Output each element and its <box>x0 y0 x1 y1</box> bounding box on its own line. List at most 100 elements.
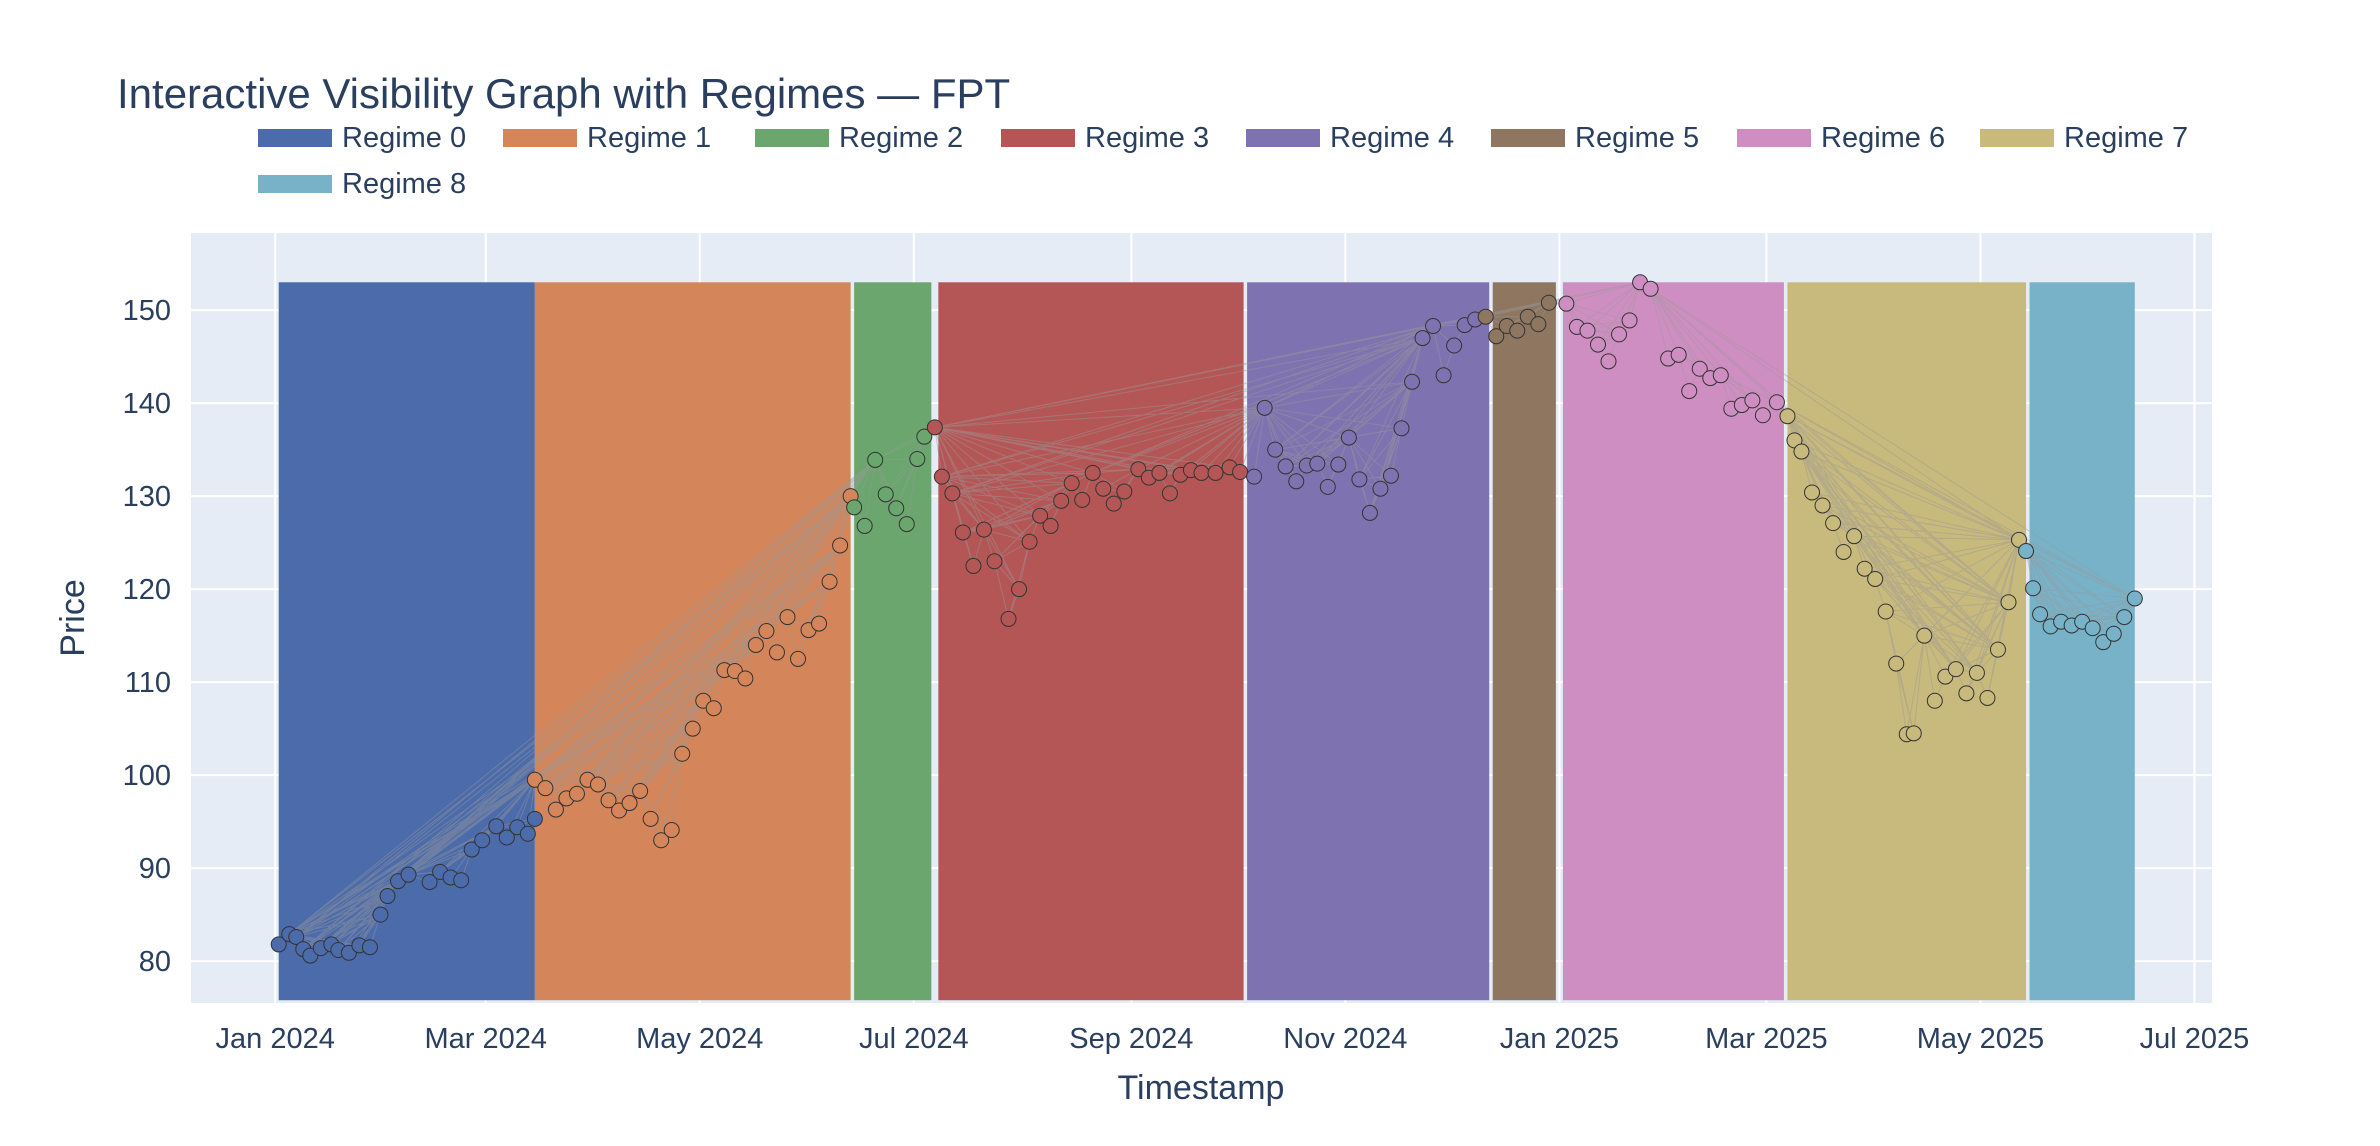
data-point-regime-3[interactable] <box>1151 464 1168 481</box>
data-point-regime-7[interactable] <box>1877 603 1894 620</box>
data-point-regime-7[interactable] <box>1804 484 1821 501</box>
data-point-regime-5[interactable] <box>1530 316 1547 333</box>
data-point-regime-3[interactable] <box>1074 491 1091 508</box>
data-point-regime-4[interactable] <box>1446 337 1463 354</box>
data-point-regime-0[interactable] <box>488 818 505 835</box>
data-point-regime-3[interactable] <box>1232 463 1249 480</box>
data-point-regime-8[interactable] <box>2018 543 2035 560</box>
data-point-regime-3[interactable] <box>1130 461 1147 478</box>
data-point-regime-4[interactable] <box>1393 420 1410 437</box>
data-point-regime-4[interactable] <box>1372 480 1389 497</box>
data-point-regime-6[interactable] <box>1681 383 1698 400</box>
data-point-regime-7[interactable] <box>1856 560 1873 577</box>
data-point-regime-6[interactable] <box>1768 394 1785 411</box>
data-point-regime-6[interactable] <box>1754 407 1771 424</box>
data-point-regime-3[interactable] <box>1105 495 1122 512</box>
data-point-regime-7[interactable] <box>1905 725 1922 742</box>
data-point-regime-5[interactable] <box>1488 328 1505 345</box>
data-point-regime-7[interactable] <box>1867 570 1884 587</box>
data-point-regime-8[interactable] <box>2025 580 2042 597</box>
data-point-regime-7[interactable] <box>1926 692 1943 709</box>
data-point-regime-3[interactable] <box>965 557 982 574</box>
data-point-regime-6[interactable] <box>1579 322 1596 339</box>
data-point-regime-1[interactable] <box>568 785 585 802</box>
data-point-regime-4[interactable] <box>1361 504 1378 521</box>
data-point-regime-8[interactable] <box>2084 620 2101 637</box>
data-point-regime-2[interactable] <box>856 517 873 534</box>
legend-item-regime-8[interactable]: Regime 8 <box>258 164 466 204</box>
data-point-regime-1[interactable] <box>790 650 807 667</box>
data-point-regime-3[interactable] <box>1116 483 1133 500</box>
data-point-regime-2[interactable] <box>916 428 933 445</box>
data-point-regime-2[interactable] <box>898 516 915 533</box>
data-point-regime-1[interactable] <box>537 780 554 797</box>
data-point-regime-1[interactable] <box>705 700 722 717</box>
data-point-regime-2[interactable] <box>909 450 926 467</box>
legend-item-regime-1[interactable]: Regime 1 <box>503 118 711 158</box>
data-point-regime-4[interactable] <box>1414 330 1431 347</box>
data-point-regime-7[interactable] <box>1888 655 1905 672</box>
data-point-regime-1[interactable] <box>547 801 564 818</box>
data-point-regime-3[interactable] <box>986 553 1003 570</box>
data-point-regime-7[interactable] <box>1835 543 1852 560</box>
legend-item-regime-0[interactable]: Regime 0 <box>258 118 466 158</box>
data-point-regime-7[interactable] <box>1989 641 2006 658</box>
data-point-regime-8[interactable] <box>2095 634 2112 651</box>
data-point-regime-3[interactable] <box>1000 610 1017 627</box>
data-point-regime-0[interactable] <box>379 888 396 905</box>
data-point-regime-1[interactable] <box>811 615 828 632</box>
data-point-regime-3[interactable] <box>1063 475 1080 492</box>
data-point-regime-3[interactable] <box>1193 464 1210 481</box>
data-point-regime-7[interactable] <box>1947 661 1964 678</box>
legend-item-regime-3[interactable]: Regime 3 <box>1001 118 1209 158</box>
legend-item-regime-7[interactable]: Regime 7 <box>1980 118 2188 158</box>
data-point-regime-1[interactable] <box>768 644 785 661</box>
data-point-regime-2[interactable] <box>877 486 894 503</box>
data-point-regime-4[interactable] <box>1340 429 1357 446</box>
data-point-regime-5[interactable] <box>1540 294 1557 311</box>
data-point-regime-6[interactable] <box>1712 367 1729 384</box>
data-point-regime-0[interactable] <box>361 939 378 956</box>
data-point-regime-0[interactable] <box>270 936 287 953</box>
data-point-regime-6[interactable] <box>1558 295 1575 312</box>
data-point-regime-3[interactable] <box>1084 464 1101 481</box>
data-point-regime-0[interactable] <box>372 906 389 923</box>
data-point-regime-8[interactable] <box>2105 625 2122 642</box>
data-point-regime-7[interactable] <box>1793 443 1810 460</box>
data-point-regime-1[interactable] <box>779 609 796 626</box>
data-point-regime-6[interactable] <box>1642 280 1659 297</box>
data-point-regime-4[interactable] <box>1404 373 1421 390</box>
data-point-regime-1[interactable] <box>642 810 659 827</box>
data-point-regime-3[interactable] <box>1161 485 1178 502</box>
data-point-regime-6[interactable] <box>1611 326 1628 343</box>
legend-item-regime-4[interactable]: Regime 4 <box>1246 118 1454 158</box>
data-point-regime-1[interactable] <box>632 782 649 799</box>
data-point-regime-0[interactable] <box>474 832 491 849</box>
data-point-regime-3[interactable] <box>926 419 943 436</box>
data-point-regime-6[interactable] <box>1670 346 1687 363</box>
data-point-regime-1[interactable] <box>590 776 607 793</box>
data-point-regime-0[interactable] <box>526 810 543 827</box>
data-point-regime-0[interactable] <box>519 825 536 842</box>
data-point-regime-6[interactable] <box>1691 360 1708 377</box>
data-point-regime-0[interactable] <box>453 872 470 889</box>
data-point-regime-3[interactable] <box>1011 581 1028 598</box>
data-point-regime-1[interactable] <box>621 795 638 812</box>
data-point-regime-4[interactable] <box>1246 468 1263 485</box>
data-point-regime-1[interactable] <box>821 573 838 590</box>
data-point-regime-1[interactable] <box>747 636 764 653</box>
data-point-regime-4[interactable] <box>1277 458 1294 475</box>
data-point-regime-6[interactable] <box>1589 336 1606 353</box>
data-point-regime-4[interactable] <box>1330 456 1347 473</box>
data-point-regime-1[interactable] <box>653 832 670 849</box>
data-point-regime-4[interactable] <box>1319 478 1336 495</box>
data-point-regime-7[interactable] <box>1814 497 1831 514</box>
data-point-regime-6[interactable] <box>1744 392 1761 409</box>
legend-item-regime-6[interactable]: Regime 6 <box>1737 118 1945 158</box>
data-point-regime-0[interactable] <box>421 874 438 891</box>
data-point-regime-1[interactable] <box>832 537 849 554</box>
data-point-regime-4[interactable] <box>1351 471 1368 488</box>
data-point-regime-3[interactable] <box>1207 464 1224 481</box>
data-point-regime-3[interactable] <box>1095 480 1112 497</box>
data-point-regime-4[interactable] <box>1288 473 1305 490</box>
